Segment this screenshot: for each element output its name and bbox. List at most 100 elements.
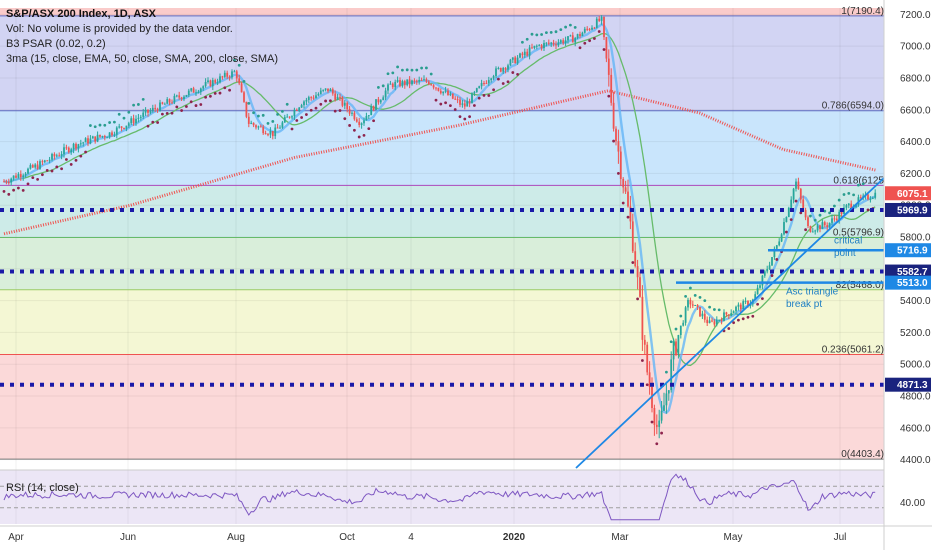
candle-body-196 <box>473 92 476 94</box>
candle-body-293 <box>706 319 709 324</box>
candle-body-232 <box>559 40 562 43</box>
candle-body-158 <box>382 97 385 101</box>
psar-dot-164 <box>396 65 399 69</box>
psar-dot-76 <box>185 105 188 108</box>
candle-body-285 <box>687 299 689 308</box>
candle-body-59 <box>144 109 147 113</box>
candle-body-318 <box>766 269 769 272</box>
candle-body-210 <box>507 65 509 70</box>
psar-dot-82 <box>199 103 203 106</box>
psar-dot-4 <box>12 188 16 192</box>
psar-dot-298 <box>717 308 721 312</box>
candle-body-355 <box>855 204 857 207</box>
candle-body-47 <box>115 127 118 135</box>
candle-body-61 <box>149 110 152 113</box>
psar-dot-326 <box>785 230 788 234</box>
candle-body-212 <box>511 57 514 60</box>
candle-body-341 <box>821 222 824 230</box>
psar-dot-286 <box>689 286 692 290</box>
candle-body-328 <box>790 199 793 208</box>
fibonacci-zones <box>0 8 884 460</box>
price-tag-4: 5513.0 <box>897 278 928 289</box>
candle-body-204 <box>492 76 495 79</box>
candle-body-24 <box>60 154 63 156</box>
y-tick-4600: 4600.0 <box>900 423 931 434</box>
psar-dot-174 <box>420 66 423 70</box>
psar-dot-340 <box>818 213 822 217</box>
candle-body-184 <box>444 90 447 92</box>
psar-dot-280 <box>674 327 678 331</box>
fib-label-0: 0(4403.4) <box>841 449 884 460</box>
candle-body-162 <box>391 83 394 88</box>
candle-body-230 <box>555 44 557 46</box>
psar-dot-178 <box>429 72 433 76</box>
candle-body-168 <box>406 79 409 86</box>
candle-body-67 <box>163 103 166 105</box>
candle-body-4 <box>12 175 15 179</box>
psar-dot-102 <box>247 101 251 105</box>
candle-body-142 <box>343 102 346 106</box>
candle-body-203 <box>490 78 493 81</box>
candle-body-254 <box>612 102 615 129</box>
candle-body-112 <box>271 130 274 137</box>
trendline[interactable] <box>575 177 885 469</box>
candle-body-42 <box>103 135 106 138</box>
ma200-line <box>3 89 877 236</box>
rsi-tick: 40.00 <box>900 498 925 509</box>
price-tag-bg-5 <box>885 377 931 392</box>
candle-body-146 <box>353 112 356 120</box>
rsi-band <box>0 470 884 524</box>
psar-dot-276 <box>665 370 668 374</box>
psar-dot-72 <box>175 105 179 109</box>
candle-body-356 <box>857 197 860 205</box>
psar-dot-138 <box>333 109 337 113</box>
candle-body-95 <box>231 71 233 78</box>
psar-dot-124 <box>300 116 303 119</box>
candle-body-12 <box>31 165 34 168</box>
psar-dot-16 <box>41 173 44 177</box>
psar-dot-8 <box>21 188 25 192</box>
candle-body-41 <box>101 135 104 137</box>
candle-body-181 <box>437 87 440 91</box>
candle-body-25 <box>63 147 65 155</box>
candle-body-222 <box>535 45 538 47</box>
candle-body-295 <box>711 320 713 322</box>
psar-dot-0 <box>2 190 6 193</box>
psar-dot-50 <box>122 116 126 120</box>
candle-body-202 <box>487 80 490 84</box>
price-tag-1: 5969.9 <box>897 205 928 216</box>
psar-dot-68 <box>165 112 169 115</box>
psar-dot-264 <box>636 297 639 301</box>
candle-body-105 <box>255 125 257 128</box>
psar-dot-312 <box>751 314 755 318</box>
candle-body-185 <box>447 90 449 96</box>
candle-body-239 <box>576 34 579 39</box>
candle-body-265 <box>639 277 641 297</box>
psar-dot-320 <box>770 274 774 277</box>
candle-body-266 <box>641 296 644 340</box>
psar-dot-342 <box>823 209 827 213</box>
candle-body-132 <box>319 90 322 94</box>
candle-body-246 <box>593 27 596 29</box>
psar-dot-206 <box>497 77 500 81</box>
candle-body-107 <box>259 126 262 128</box>
candle-body-19 <box>48 159 51 161</box>
price-tag-bg-1 <box>885 202 931 217</box>
support-resistance-levels[interactable] <box>0 207 884 387</box>
ascending-trendline[interactable] <box>575 177 885 469</box>
chart-title: S&P/ASX 200 Index, 1D, ASX <box>6 8 157 20</box>
candle-body-119 <box>288 116 291 118</box>
ema15-line <box>3 23 876 415</box>
candle-body-264 <box>636 266 639 278</box>
fib-label-0.618: 0.618(6125 <box>833 175 884 186</box>
candle-body-288 <box>694 305 697 307</box>
candle-body-1 <box>5 181 8 183</box>
candle-body-241 <box>581 32 584 37</box>
candle-body-120 <box>291 116 293 118</box>
fib-label-0.236: 0.236(5061.2) <box>822 344 884 355</box>
candle-body-277 <box>667 390 670 394</box>
fib-zone-2 <box>0 110 884 186</box>
price-tag-bg-3 <box>885 264 931 279</box>
fib-zone-6 <box>0 354 884 460</box>
